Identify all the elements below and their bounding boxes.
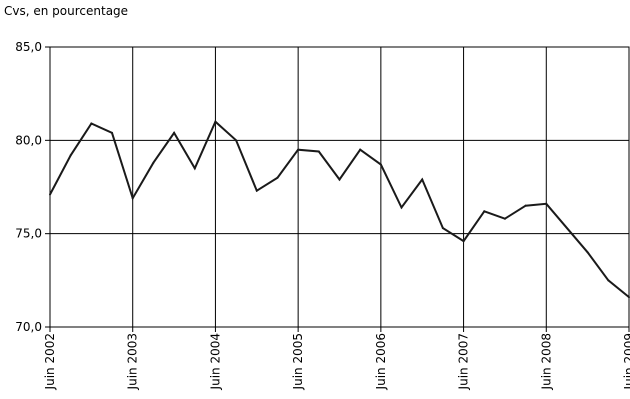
x-tick-label: Juin 2004 <box>208 333 222 390</box>
x-tick-label: Juin 2006 <box>374 333 388 390</box>
plot-frame <box>49 46 630 328</box>
data-point <box>69 154 72 157</box>
x-tick-label: Juin 2007 <box>457 333 471 390</box>
data-point <box>111 131 114 134</box>
data-point <box>49 193 51 196</box>
data-point <box>483 210 486 213</box>
data-point <box>586 251 589 254</box>
tick-labels: 70,0 75,0 80,0 85,0 Juin 2002 Juin 2003 Juin 2… <box>15 40 630 390</box>
x-tick-label: Juin 2008 <box>539 333 553 390</box>
data-point <box>235 139 238 142</box>
y-tick-label: 85,0 <box>15 40 42 54</box>
series-layer <box>49 120 630 299</box>
data-point <box>421 178 424 181</box>
x-tick-label: Juin 2005 <box>291 333 305 390</box>
data-point <box>441 227 444 230</box>
data-point <box>214 120 217 123</box>
data-point <box>379 163 382 166</box>
data-point <box>131 197 134 200</box>
data-point <box>359 148 362 151</box>
data-point <box>152 161 155 164</box>
y-tick-label: 75,0 <box>15 227 42 241</box>
data-point <box>524 204 527 207</box>
data-point <box>503 217 506 220</box>
unit-label: Cvs, en pourcentage <box>4 4 129 18</box>
data-point <box>462 240 465 243</box>
data-point <box>297 148 300 151</box>
x-tick-label: Juin 2003 <box>126 333 140 390</box>
series-line <box>49 120 630 298</box>
data-point <box>276 176 279 179</box>
data-point <box>400 206 403 209</box>
x-tick-label: Juin 2002 <box>43 333 57 390</box>
data-point <box>338 178 341 181</box>
data-point <box>173 131 176 134</box>
y-tick-label: 70,0 <box>15 320 42 334</box>
data-point <box>607 279 610 282</box>
data-point <box>317 150 320 153</box>
axes <box>45 46 630 332</box>
y-tick-label: 80,0 <box>15 133 42 147</box>
grid <box>49 46 630 328</box>
data-point <box>193 167 196 170</box>
x-tick-label: Juin 2009 <box>622 333 630 390</box>
data-point <box>255 189 258 192</box>
data-point <box>90 122 93 125</box>
data-point <box>545 202 548 205</box>
